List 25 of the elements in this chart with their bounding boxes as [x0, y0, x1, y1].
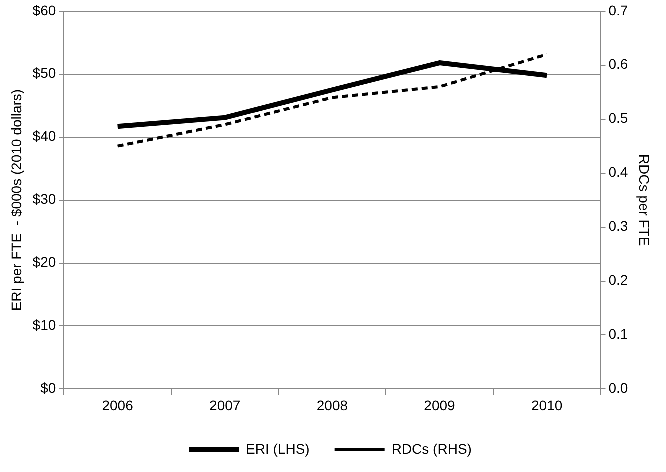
y2-tick-label: 0.1 [608, 326, 628, 342]
y2-tick-label: 0.5 [608, 110, 628, 126]
line-series [116, 53, 549, 148]
y2-tick-label: 0.4 [608, 164, 628, 180]
x-tick-label: 2007 [210, 397, 241, 414]
y-tick-label: $20 [32, 254, 56, 270]
y-axis-title: ERI per FTE - $000s (2010 dollars) [8, 89, 24, 312]
y2-axis-title: RDCs per FTE [636, 154, 653, 246]
y2-tick-label: 0.7 [608, 2, 628, 18]
y-tick-label: $10 [32, 317, 56, 334]
x-tick-label: 2008 [316, 397, 348, 414]
y-tick-label: $60 [32, 2, 56, 18]
y2-tick-label: 0.0 [608, 380, 628, 396]
y2-tick-label: 0.2 [608, 272, 628, 288]
legend-label: RDCs (RHS) [392, 440, 472, 457]
x-tick-label: 2006 [102, 397, 134, 414]
legend-label: ERI (LHS) [246, 440, 310, 457]
y-tick-label: $40 [32, 128, 56, 144]
y-tick-label: $50 [32, 65, 56, 82]
y-tick-label: $30 [32, 191, 56, 208]
x-tick-label: 2009 [424, 397, 456, 414]
y-tick-label: $0 [40, 380, 56, 396]
y2-tick-label: 0.3 [608, 218, 628, 234]
x-tick-label: 2010 [532, 397, 563, 414]
y2-tick-label: 0.6 [608, 56, 628, 72]
